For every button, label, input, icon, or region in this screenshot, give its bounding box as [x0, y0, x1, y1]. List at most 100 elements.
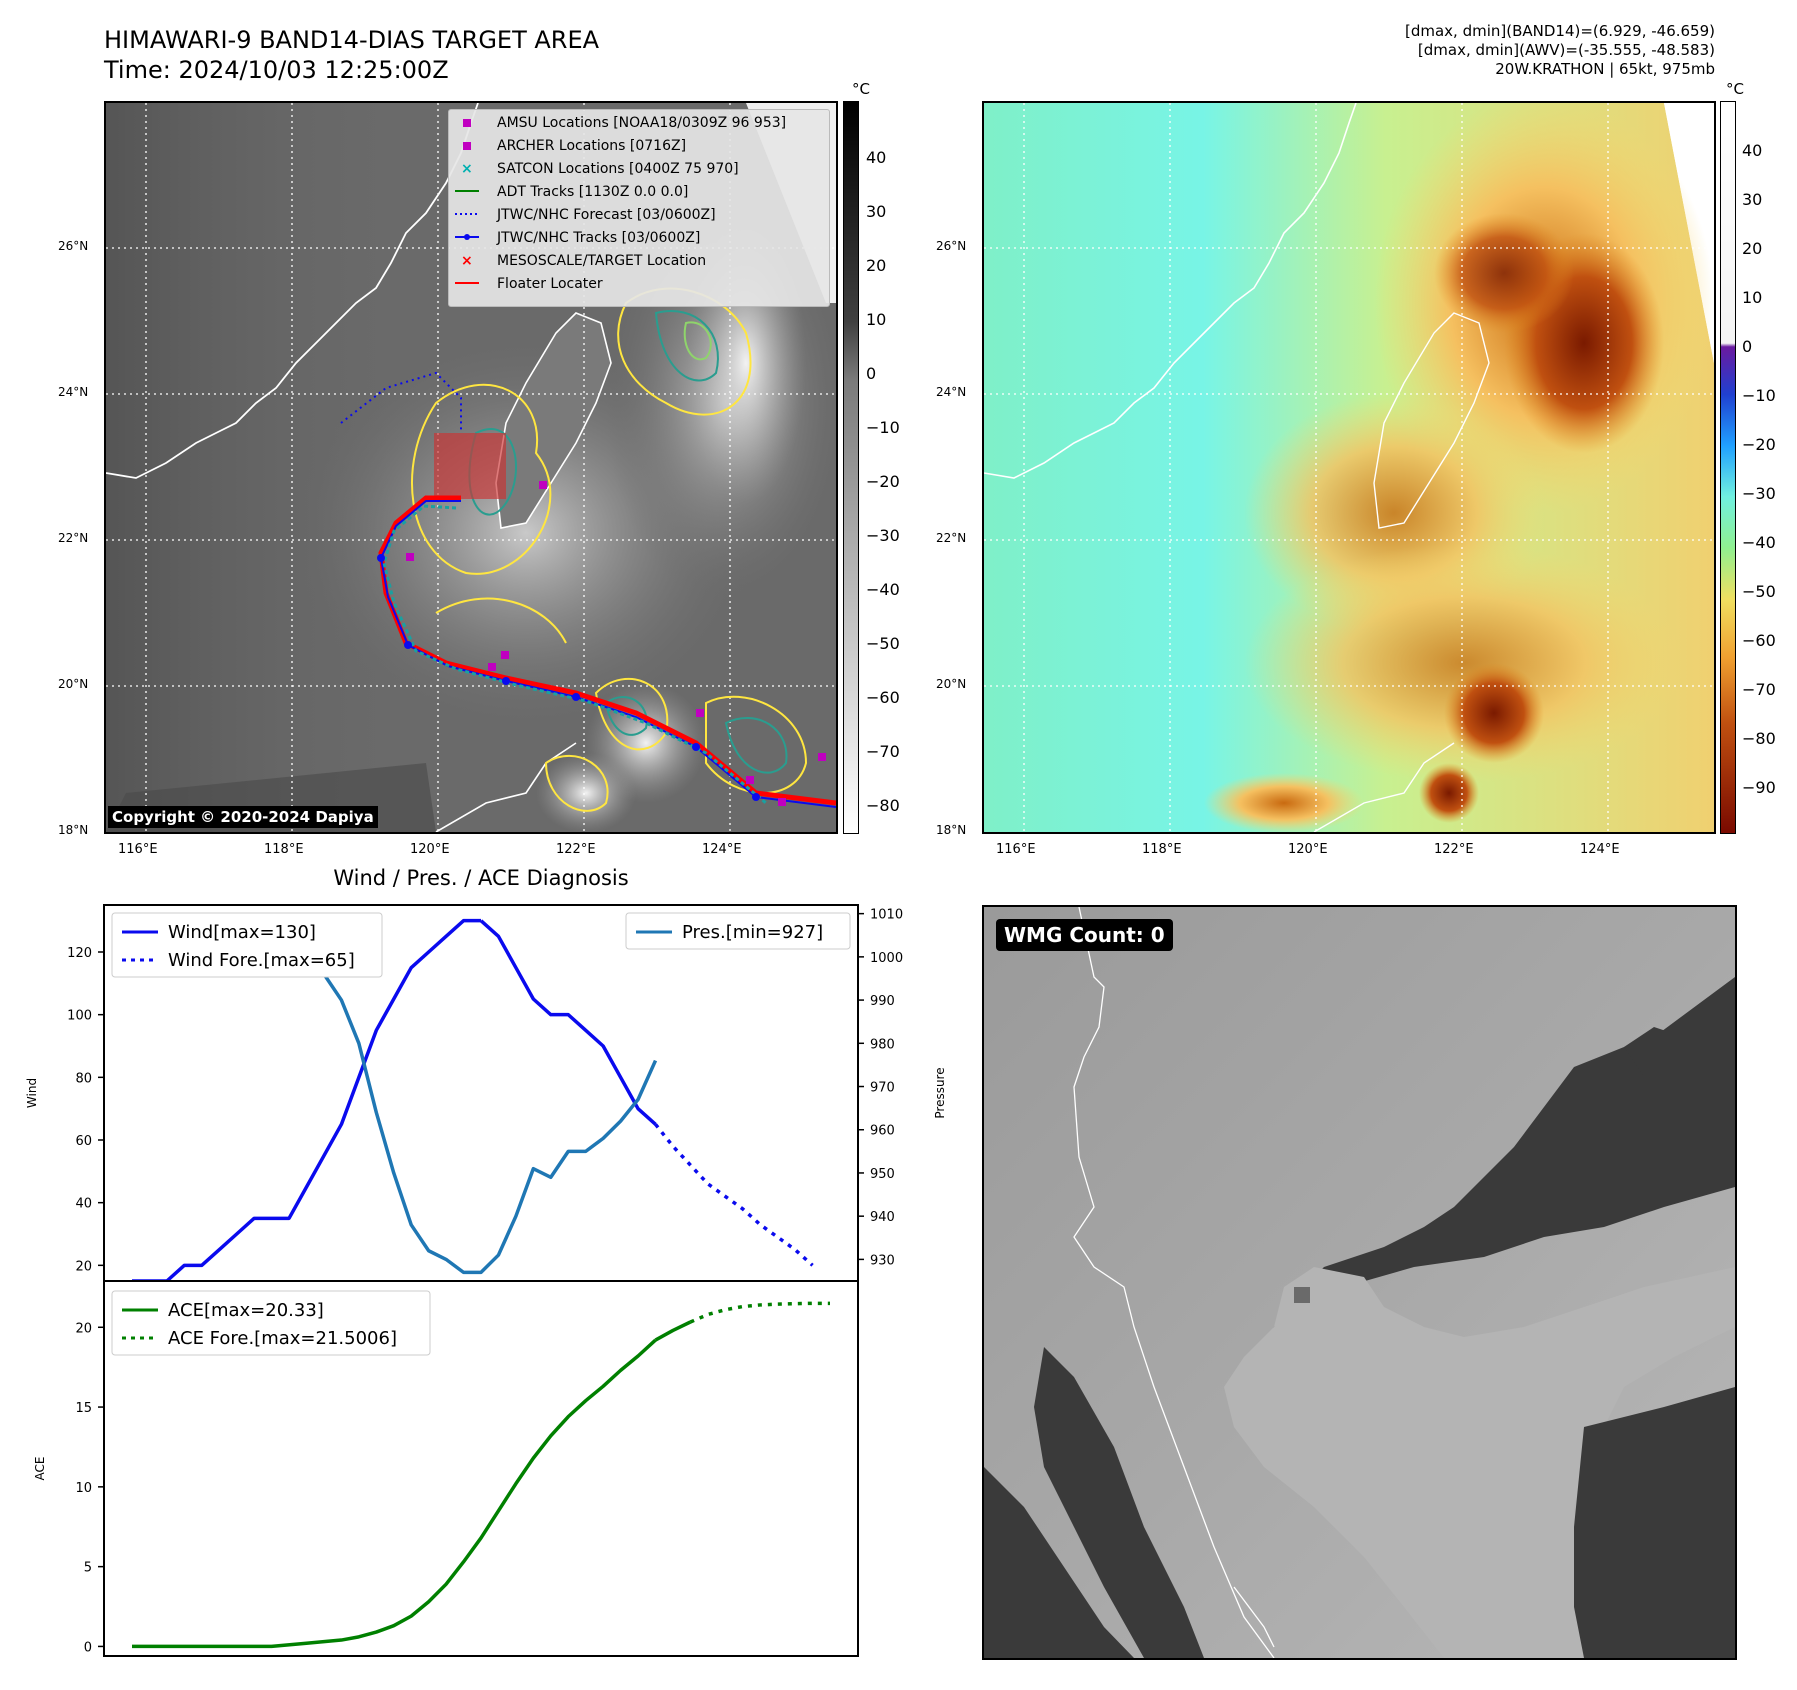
- diagnosis-title: Wind / Pres. / ACE Diagnosis: [333, 866, 629, 890]
- color-colorbar: [1720, 101, 1736, 834]
- ir-colorbar: [843, 101, 859, 834]
- ytick-right-label: 990: [870, 994, 895, 1009]
- color-colorbar-unit: °C: [1726, 80, 1744, 98]
- xtick: 122°E: [556, 842, 596, 857]
- wind-forecast-line: [654, 1123, 814, 1267]
- pressure-legend-box: [625, 912, 851, 950]
- diagnostic-info: [dmax, dmin](BAND14)=(6.929, -46.659) [d…: [1405, 22, 1715, 79]
- copyright-label: Copyright © 2020-2024 Dapiya: [108, 806, 378, 828]
- xtick: 116°E: [996, 842, 1036, 857]
- x-marker-icon: ×: [461, 161, 473, 177]
- pressure-axis-label: Pressure: [933, 1067, 947, 1118]
- jtwc-track-points: [377, 554, 760, 801]
- ytick-label: 0: [84, 1640, 92, 1655]
- colorbar-tick: −50: [1742, 582, 1776, 601]
- ace-axis-label: ACE: [33, 1457, 47, 1481]
- wind-legend: Wind[max=130] Wind Fore.[max=65]: [111, 912, 383, 978]
- legend-item-satcon: SATCON Locations [0400Z 75 970]: [497, 161, 739, 177]
- colorbar-tick: −50: [866, 634, 900, 653]
- wmg-imagery: [984, 907, 1735, 1658]
- jtwc-forecast-track: [340, 371, 462, 433]
- ace-panel: 0 5 10 15 20 ACE ACE[max=20.33] ACE Fore.[max=2…: [33, 1280, 859, 1657]
- storm-info: 20W.KRATHON | 65kt, 975mb: [1495, 60, 1715, 78]
- awv-range: [dmax, dmin](AWV)=(-35.555, -48.583): [1417, 41, 1715, 59]
- colorbar-tick: −60: [866, 688, 900, 707]
- ace-legend-box: [111, 1290, 431, 1356]
- pressure-legend-label: Pres.[min=927]: [682, 922, 823, 943]
- xtick: 120°E: [1288, 842, 1328, 857]
- wind-line: [479, 919, 657, 1126]
- colorbar-tick: −70: [1742, 680, 1776, 699]
- colorbar-tick: −40: [866, 580, 900, 599]
- target-box: [434, 433, 506, 499]
- ytick-right-label: 970: [870, 1081, 895, 1096]
- x-marker-icon: ×: [461, 253, 473, 269]
- colorbar-tick: 40: [1742, 141, 1763, 160]
- colorbar-tick: −90: [1742, 778, 1776, 797]
- ytick: 24°N: [936, 385, 967, 399]
- ytick-label: 100: [67, 1009, 92, 1024]
- chart-time: Time: 2024/10/03 12:25:00Z: [104, 56, 449, 84]
- xtick: 118°E: [264, 842, 304, 857]
- colorbar-tick: −70: [866, 742, 900, 761]
- legend-item-floater: Floater Locater: [497, 276, 603, 292]
- adt-track: [382, 504, 767, 805]
- square-marker-icon: [463, 119, 471, 127]
- xtick: 124°E: [1580, 842, 1620, 857]
- ytick: 26°N: [936, 239, 967, 253]
- ytick-right-label: 930: [870, 1253, 895, 1268]
- xtick: 124°E: [702, 842, 742, 857]
- colorbar-tick: −10: [1742, 386, 1776, 405]
- colorbar-tick: −40: [1742, 533, 1776, 552]
- colorbar-tick: −60: [1742, 631, 1776, 650]
- ytick: 18°N: [936, 823, 967, 837]
- colorbar-tick: 20: [866, 256, 887, 275]
- colorbar-tick: −20: [866, 472, 900, 491]
- colorbar-tick: −80: [866, 796, 900, 815]
- ytick-label: 15: [75, 1401, 92, 1416]
- ir-map-xticks: 116°E 118°E 120°E 122°E 124°E: [118, 842, 838, 862]
- colorbar-tick: 0: [866, 364, 877, 383]
- xtick: 120°E: [410, 842, 450, 857]
- ytick-right-label: 980: [870, 1037, 895, 1052]
- ytick: 20°N: [936, 677, 967, 691]
- xtick: 118°E: [1142, 842, 1182, 857]
- color-map-yticks: 26°N 24°N 22°N 20°N 18°N: [936, 0, 980, 840]
- legend-item-mesoscale: MESOSCALE/TARGET Location: [497, 253, 707, 269]
- colorbar-tick: −30: [866, 526, 900, 545]
- colorbar-tick: −10: [866, 418, 900, 437]
- legend-icons: × ×: [455, 119, 479, 284]
- wind-pressure-panel: 20 40 60 80 100 120 930 940 950 960 970 980 990 1000 1…: [25, 904, 947, 1283]
- wind-forecast-legend-label: Wind Fore.[max=65]: [168, 950, 355, 971]
- ir-colorbar-unit: °C: [852, 80, 870, 98]
- legend-item-adt: ADT Tracks [1130Z 0.0 0.0]: [497, 184, 689, 200]
- ytick-label: 20: [75, 1321, 92, 1336]
- wmg-coastline: [1073, 907, 1275, 1658]
- ytick-right-label: 1000: [870, 951, 903, 966]
- colorbar-tick: −20: [1742, 435, 1776, 454]
- colorbar-tick: 20: [1742, 239, 1763, 258]
- colorbar-tick: 0: [1742, 337, 1753, 356]
- ytick-label: 60: [75, 1134, 92, 1149]
- ytick: 22°N: [936, 531, 967, 545]
- ytick-label: 5: [84, 1561, 92, 1576]
- color-map-panel: [982, 101, 1716, 834]
- xtick: 116°E: [118, 842, 158, 857]
- wind-legend-label: Wind[max=130]: [168, 922, 316, 943]
- wind-legend-box: [111, 912, 383, 978]
- wind-line: [132, 918, 481, 1283]
- diagnosis-chart: 2040608010012093094095096097098099010001…: [25, 904, 947, 1657]
- ace-legend-label: ACE[max=20.33]: [168, 1300, 324, 1321]
- wmg-count-badge: WMG Count: 0: [996, 919, 1173, 951]
- ir-map-panel: × × AMSU Locations [NOAA18/0309Z 96 953]…: [104, 101, 838, 834]
- ir-map-legend: × × AMSU Locations [NOAA18/0309Z 96 953]…: [448, 109, 830, 307]
- ytick: 22°N: [58, 531, 89, 545]
- ytick: 18°N: [58, 823, 89, 837]
- colorbar-tick: 30: [1742, 190, 1763, 209]
- ytick: 20°N: [58, 677, 89, 691]
- ytick-label: 40: [75, 1197, 92, 1212]
- ytick: 26°N: [58, 239, 89, 253]
- ace-forecast-legend-label: ACE Fore.[max=21.5006]: [168, 1328, 397, 1349]
- colorbar-tick: 10: [866, 310, 887, 329]
- ytick-label: 20: [75, 1259, 92, 1274]
